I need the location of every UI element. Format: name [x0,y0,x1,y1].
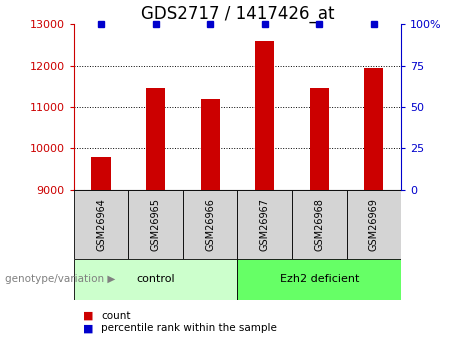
Text: control: control [136,275,175,284]
Text: Ezh2 deficient: Ezh2 deficient [279,275,359,284]
Text: ■: ■ [83,311,94,321]
Text: GSM26965: GSM26965 [151,198,160,251]
Bar [347,190,401,259]
Text: GSM26966: GSM26966 [205,198,215,251]
Bar [255,41,274,190]
Bar [237,190,292,259]
Bar [364,68,384,190]
Text: ■: ■ [83,324,94,333]
Text: percentile rank within the sample: percentile rank within the sample [101,324,278,333]
Title: GDS2717 / 1417426_at: GDS2717 / 1417426_at [141,5,334,23]
Text: count: count [101,311,131,321]
Bar [74,259,237,300]
Bar [146,88,165,190]
Bar [310,88,329,190]
Bar [128,190,183,259]
Bar [91,157,111,190]
Bar [183,190,237,259]
Bar [292,190,347,259]
Text: GSM26967: GSM26967 [260,198,270,251]
Text: GSM26968: GSM26968 [314,198,324,251]
Bar [201,99,220,190]
Bar [237,259,401,300]
Text: GSM26969: GSM26969 [369,198,379,251]
Text: genotype/variation ▶: genotype/variation ▶ [5,275,115,284]
Bar [74,190,128,259]
Text: GSM26964: GSM26964 [96,198,106,251]
